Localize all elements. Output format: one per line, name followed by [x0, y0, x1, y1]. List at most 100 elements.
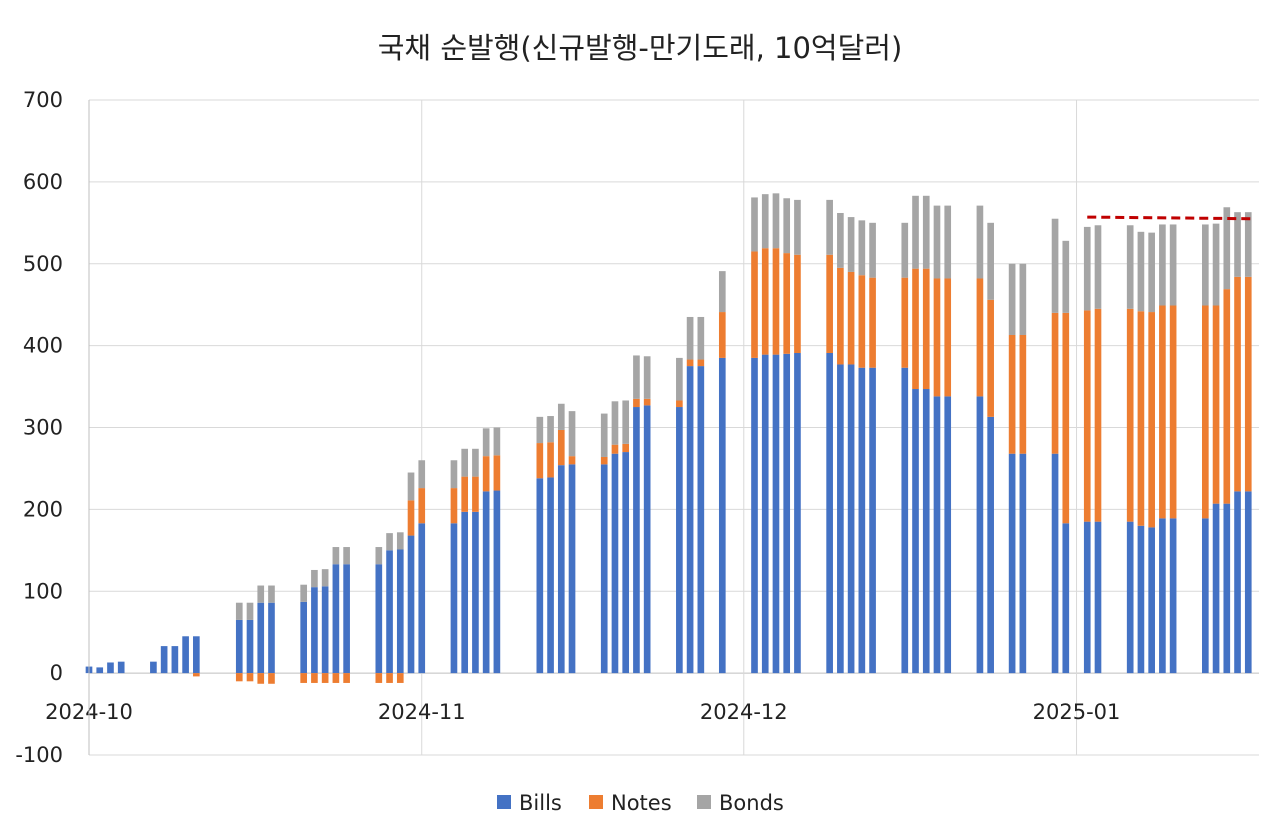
bar-bills: [944, 396, 952, 674]
bar-bonds: [869, 222, 876, 278]
bar-bonds: [1137, 231, 1145, 312]
bar-bonds: [1051, 218, 1059, 313]
bar-notes: [418, 488, 426, 524]
bar-bonds: [826, 199, 833, 255]
bar-notes: [643, 398, 651, 406]
bar-notes: [1244, 276, 1252, 492]
bar-bills: [772, 354, 780, 674]
bar-bills: [193, 636, 200, 674]
bar-bonds: [1094, 225, 1102, 309]
bar-bills: [160, 646, 168, 674]
bar-notes: [1094, 308, 1102, 522]
bar-bonds: [912, 195, 919, 269]
bar-notes: [611, 444, 619, 454]
bar-notes: [386, 673, 393, 683]
bar-bonds: [386, 533, 393, 551]
bar-bonds: [557, 403, 565, 430]
bar-notes: [847, 271, 855, 365]
x-tick-label: 2024-11: [378, 700, 466, 724]
bar-notes: [1051, 312, 1059, 454]
bar-bills: [1223, 503, 1231, 674]
bar-notes: [1148, 312, 1155, 528]
bar-bonds: [375, 547, 383, 565]
bar-notes: [761, 248, 769, 355]
bar-notes: [568, 456, 576, 465]
bar-bills: [643, 405, 651, 674]
bar-notes: [922, 268, 930, 390]
bar-bills: [1062, 523, 1070, 674]
bar-notes: [976, 278, 984, 397]
bar-notes: [246, 673, 254, 682]
bar-notes: [1212, 305, 1220, 504]
bar-notes: [193, 673, 200, 677]
bar-bonds: [633, 355, 640, 399]
bar-notes: [257, 673, 265, 684]
y-tick-label: 700: [23, 88, 63, 112]
bar-bonds: [600, 413, 608, 457]
bar-bills: [912, 389, 919, 674]
bar-bonds: [1008, 263, 1016, 335]
bar-bonds: [1234, 212, 1241, 277]
bar-bonds: [311, 569, 318, 588]
bar-bonds: [235, 602, 243, 620]
bar-bills: [611, 453, 619, 674]
bar-bills: [547, 477, 554, 674]
bar-bonds: [976, 205, 984, 279]
bar-bonds: [257, 585, 265, 603]
bar-bills: [171, 646, 179, 674]
bar-bills: [300, 601, 308, 674]
bar-notes: [794, 254, 801, 353]
bar-notes: [1169, 305, 1177, 519]
bar-bills: [751, 357, 758, 674]
bar-bonds: [858, 220, 866, 276]
legend-label-notes: Notes: [611, 791, 672, 815]
bar-bonds: [1062, 240, 1070, 313]
bar-bills: [1094, 521, 1102, 674]
bar-bonds: [450, 460, 458, 489]
bar-bonds: [343, 547, 350, 565]
bar-bills: [1159, 518, 1166, 674]
bar-bonds: [1244, 212, 1252, 277]
bar-bills: [482, 491, 490, 674]
bar-bills: [1234, 491, 1241, 674]
bar-bills: [1137, 525, 1145, 674]
bar-notes: [944, 278, 952, 397]
bar-bills: [1169, 518, 1177, 674]
bar-bills: [1051, 453, 1059, 674]
bar-bills: [1148, 527, 1155, 674]
bar-bonds: [611, 401, 619, 445]
bar-bonds: [472, 448, 479, 477]
y-tick-label: 200: [23, 497, 63, 521]
bar-bonds: [1159, 224, 1166, 306]
bar-bonds: [1223, 207, 1231, 290]
chart-title: 국채 순발행(신규발행-만기도래, 10억달러): [378, 31, 903, 65]
bar-bills: [633, 407, 640, 674]
bar-bills: [396, 549, 404, 674]
bar-bonds: [418, 460, 426, 489]
bar-bills: [718, 357, 726, 674]
y-tick-label: 300: [23, 416, 63, 440]
bar-bonds: [332, 547, 340, 565]
bar-bills: [976, 396, 984, 674]
bar-bills: [1083, 521, 1091, 674]
bar-bonds: [1212, 223, 1220, 306]
bar-bills: [622, 452, 630, 674]
bar-notes: [718, 312, 726, 358]
bar-bills: [407, 535, 415, 674]
bar-bills: [536, 478, 544, 674]
bar-notes: [772, 248, 780, 355]
bar-bonds: [268, 585, 275, 603]
bar-notes: [1008, 334, 1016, 454]
bar-notes: [901, 277, 909, 368]
legend-swatch-notes: [589, 795, 603, 809]
bar-bills: [847, 364, 855, 674]
bar-bonds: [987, 222, 994, 300]
bar-bonds: [837, 212, 844, 268]
bar-bills: [332, 564, 340, 674]
bar-bonds: [847, 217, 855, 272]
bar-bonds: [461, 448, 469, 477]
bar-notes: [837, 267, 844, 365]
bar-notes: [300, 673, 308, 683]
bar-bills: [96, 667, 104, 674]
